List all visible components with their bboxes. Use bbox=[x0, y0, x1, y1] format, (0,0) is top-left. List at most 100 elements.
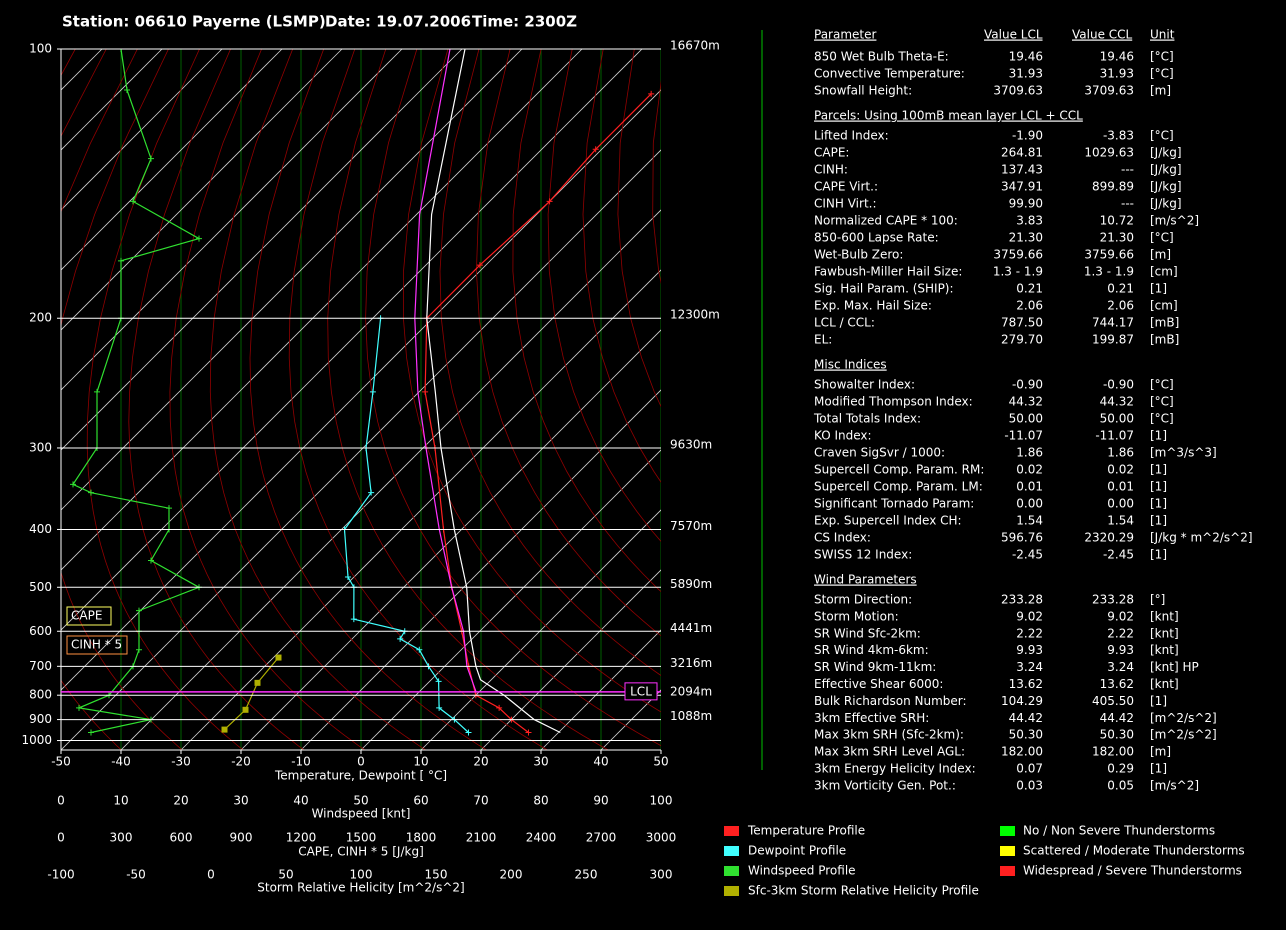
value-ccl: 1.54 bbox=[1107, 514, 1134, 528]
station-title: Station: 06610 Payerne (LSMP) bbox=[62, 13, 326, 31]
profile-point bbox=[118, 257, 124, 264]
value-ccl: -11.07 bbox=[1095, 429, 1134, 443]
profile-point bbox=[422, 388, 429, 395]
value-lcl: 0.02 bbox=[1016, 463, 1043, 477]
unit: [cm] bbox=[1150, 299, 1178, 313]
row-label: KO Index: bbox=[814, 429, 872, 443]
unit: [m] bbox=[1150, 84, 1171, 98]
isotherm bbox=[120, 209, 661, 750]
profile-point bbox=[70, 481, 76, 488]
dry-adiabat bbox=[288, 49, 548, 750]
value-ccl: 1029.63 bbox=[1084, 146, 1134, 160]
value-ccl: -3.83 bbox=[1103, 129, 1134, 143]
height-label: 12300m bbox=[670, 308, 720, 322]
isotherm bbox=[61, 49, 583, 571]
value-lcl: 50.30 bbox=[1009, 728, 1043, 742]
isotherm bbox=[61, 49, 643, 631]
row-label: 3km Effective SRH: bbox=[814, 711, 929, 725]
row-label: SR Wind 9km-11km: bbox=[814, 660, 936, 674]
isotherm bbox=[480, 569, 661, 750]
unit: [mB] bbox=[1150, 316, 1179, 330]
x-tick-label: 0 bbox=[57, 794, 65, 808]
isotherm bbox=[420, 509, 661, 750]
row-label: SR Wind Sfc-2km: bbox=[814, 626, 921, 640]
legend-swatch bbox=[1000, 866, 1015, 876]
date-title: Date: 19.07.2006 bbox=[325, 13, 471, 31]
unit: [mB] bbox=[1150, 333, 1179, 347]
isotherm bbox=[61, 49, 343, 331]
unit: [°C] bbox=[1150, 395, 1174, 409]
row-label: Sig. Hail Param. (SHIP): bbox=[814, 282, 954, 296]
section-title: Misc Indices bbox=[814, 358, 887, 372]
legend-label: Sfc-3km Storm Relative Helicity Profile bbox=[748, 884, 979, 898]
value-ccl: 0.02 bbox=[1107, 463, 1134, 477]
row-label: Snowfall Height: bbox=[814, 84, 912, 98]
x-tick-label: 900 bbox=[230, 831, 253, 845]
y-tick-label: 100 bbox=[29, 42, 52, 56]
value-ccl: 0.00 bbox=[1107, 497, 1134, 511]
unit: [1] bbox=[1150, 429, 1167, 443]
value-lcl: 1.86 bbox=[1016, 446, 1043, 460]
x-tick-label: 300 bbox=[650, 868, 673, 882]
row-label: SR Wind 4km-6km: bbox=[814, 643, 929, 657]
row-label: Normalized CAPE * 100: bbox=[814, 214, 958, 228]
value-ccl: -0.90 bbox=[1103, 378, 1134, 392]
x-tick-label: 1800 bbox=[406, 831, 437, 845]
table-header: Unit bbox=[1150, 28, 1175, 42]
unit: [°C] bbox=[1150, 378, 1174, 392]
profile-point bbox=[476, 262, 483, 269]
value-lcl: 2.06 bbox=[1016, 299, 1043, 313]
unit: [m] bbox=[1150, 248, 1171, 262]
dry-adiabat bbox=[86, 49, 244, 750]
unit: [knt] bbox=[1150, 677, 1179, 691]
value-lcl: 0.07 bbox=[1016, 762, 1043, 776]
row-label: Storm Motion: bbox=[814, 609, 899, 623]
section-title: Parcels: Using 100mB mean layer LCL + CC… bbox=[814, 109, 1083, 123]
dry-adiabat bbox=[209, 49, 426, 750]
value-lcl: 13.62 bbox=[1009, 677, 1043, 691]
y-tick-label: 1000 bbox=[21, 733, 52, 747]
profile-point bbox=[369, 388, 376, 395]
value-ccl: 2320.29 bbox=[1084, 531, 1134, 545]
value-lcl: 3709.63 bbox=[993, 84, 1043, 98]
row-label: Convective Temperature: bbox=[814, 67, 965, 81]
overlay: CAPE CINH * 5 bbox=[66, 606, 128, 655]
unit: [°C] bbox=[1150, 67, 1174, 81]
row-label: CAPE: bbox=[814, 146, 849, 160]
profile-point bbox=[148, 155, 154, 162]
row-label: Supercell Comp. Param. LM: bbox=[814, 480, 983, 494]
dry-adiabat bbox=[475, 49, 661, 637]
x-tick-label: 0 bbox=[57, 831, 65, 845]
unit: [1] bbox=[1150, 548, 1167, 562]
annotation-box bbox=[66, 635, 128, 655]
axis-title: CAPE, CINH * 5 [J/kg] bbox=[298, 845, 424, 859]
legend-swatch bbox=[724, 846, 739, 856]
value-ccl: 13.62 bbox=[1100, 677, 1134, 691]
row-label: Total Totals Index: bbox=[813, 412, 921, 426]
x-tick-label: 600 bbox=[170, 831, 193, 845]
legend-swatch bbox=[1000, 826, 1015, 836]
value-lcl: 9.02 bbox=[1016, 609, 1043, 623]
x-tick-label: 100 bbox=[350, 868, 373, 882]
table-header: Value LCL bbox=[984, 28, 1043, 42]
row-label: SWISS 12 Index: bbox=[814, 548, 912, 562]
row-label: CINH Virt.: bbox=[814, 197, 877, 211]
dry-adiabat bbox=[327, 49, 609, 750]
y-tick-label: 500 bbox=[29, 580, 52, 594]
value-lcl: 264.81 bbox=[1001, 146, 1043, 160]
value-lcl: 279.70 bbox=[1001, 333, 1043, 347]
isotherm bbox=[61, 49, 223, 211]
x-tick-label: 100 bbox=[650, 794, 673, 808]
x-tick-label: 60 bbox=[413, 794, 428, 808]
value-ccl: 31.93 bbox=[1100, 67, 1134, 81]
x-tick-label: 70 bbox=[473, 794, 488, 808]
value-lcl: 9.93 bbox=[1016, 643, 1043, 657]
height-label: 1088m bbox=[670, 709, 712, 723]
table-header: Value CCL bbox=[1072, 28, 1133, 42]
x-tick-label: 300 bbox=[110, 831, 133, 845]
y-tick-label: 300 bbox=[29, 440, 52, 454]
profile-point bbox=[124, 87, 130, 94]
value-ccl: 199.87 bbox=[1092, 333, 1134, 347]
value-lcl: 44.42 bbox=[1009, 711, 1043, 725]
